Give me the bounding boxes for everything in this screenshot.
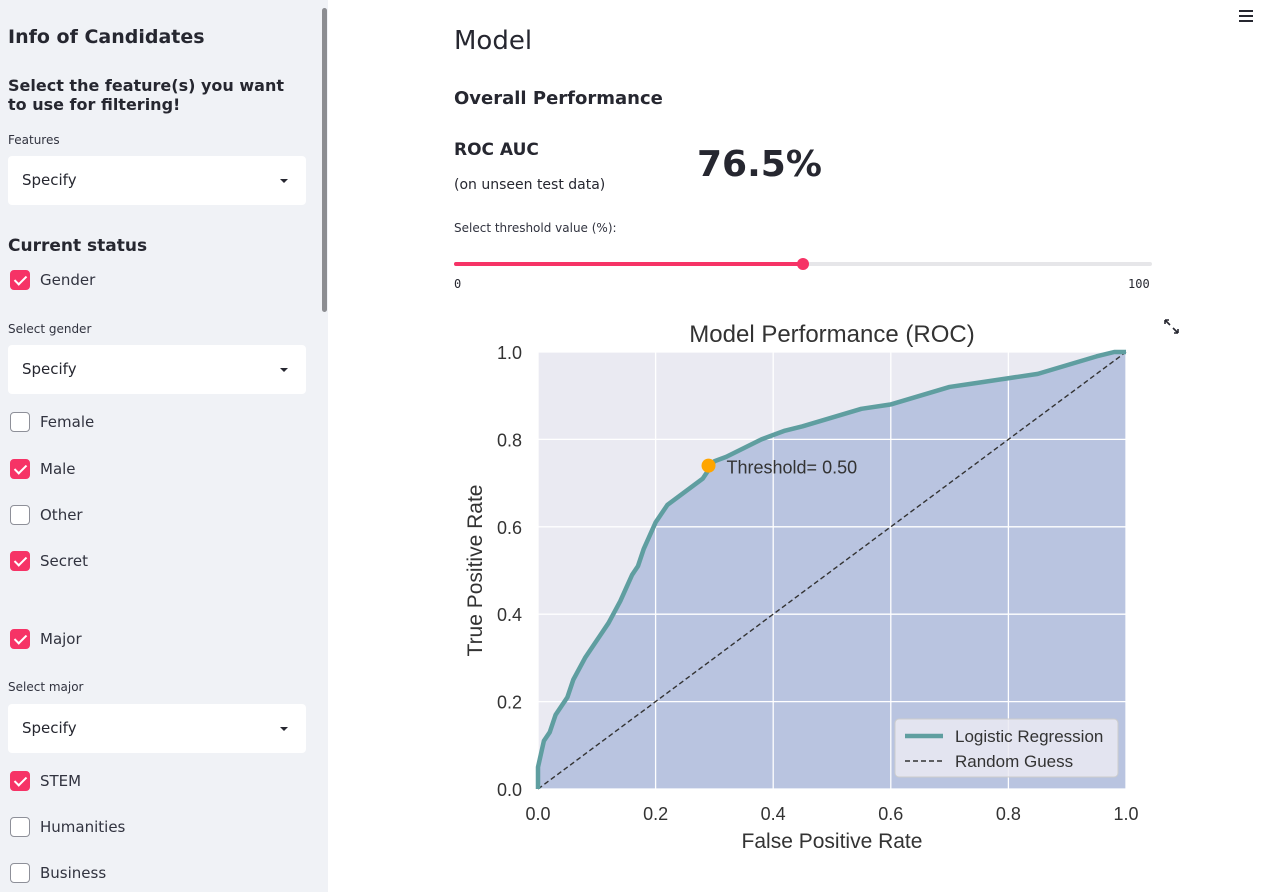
page-title: Model [454,26,533,56]
current-status-heading: Current status [8,236,148,256]
gender-option-secret[interactable]: Secret [10,550,88,572]
major-option-label: STEM [40,772,82,790]
y-tick-label: 0.6 [497,518,522,538]
y-tick-label: 0.0 [497,780,522,800]
select-major-label: Select major [8,680,84,694]
x-tick-label: 0.4 [761,804,786,824]
major-option-label: Business [40,864,107,882]
gender-checkbox-label: Gender [40,271,96,289]
major-option-business[interactable]: Business [10,862,106,884]
major-select-value: Specify [22,719,77,737]
sidebar-scrollbar[interactable] [322,8,327,312]
x-axis-label: False Positive Rate [742,830,923,853]
chevron-down-icon [280,179,288,183]
y-axis-label: True Positive Rate [464,485,487,657]
checkbox-icon[interactable] [10,459,30,479]
features-select[interactable]: Specify [8,156,306,205]
slider-max-label: 100 [1128,277,1150,291]
major-select[interactable]: Specify [8,704,306,753]
slider-label: Select threshold value (%): [454,221,617,235]
threshold-slider[interactable] [454,258,1152,270]
chevron-down-icon [280,727,288,731]
gender-option-label: Secret [40,552,88,570]
metric-label: ROC AUC [454,140,539,160]
gender-select-value: Specify [22,360,77,378]
threshold-label: Threshold= 0.50 [727,458,858,478]
major-option-stem[interactable]: STEM [10,770,81,792]
major-checkbox[interactable]: Major [10,628,82,650]
hamburger-menu-icon[interactable] [1239,10,1253,24]
roc-curve-line [535,349,1126,789]
gender-option-label: Other [40,506,83,524]
legend-label-logistic: Logistic Regression [955,727,1103,746]
roc-chart: Threshold= 0.50 0.0 0.2 0.4 0.6 0.8 1.0 0.0 0.2 0… [454,312,1154,862]
major-option-humanities[interactable]: Humanities [10,816,125,838]
sidebar: Info of Candidates Select the feature(s)… [0,0,328,892]
major-checkbox-label: Major [40,630,82,648]
sidebar-subtitle: Select the feature(s) you want to use fo… [8,76,284,114]
roc-area-fill [538,352,1126,789]
y-tick-label: 0.8 [497,430,522,450]
checkbox-icon[interactable] [10,629,30,649]
checkbox-icon[interactable] [10,412,30,432]
legend-label-random: Random Guess [955,752,1073,771]
x-tick-label: 0.8 [996,804,1021,824]
gender-select[interactable]: Specify [8,345,306,394]
slider-min-label: 0 [454,277,462,291]
expand-icon[interactable] [1163,318,1180,335]
features-label: Features [8,133,60,147]
gender-option-female[interactable]: Female [10,411,94,433]
features-select-value: Specify [22,171,77,189]
sidebar-title: Info of Candidates [8,26,205,48]
gender-option-label: Male [40,460,76,478]
checkbox-icon[interactable] [10,270,30,290]
slider-fill [454,262,803,266]
chevron-down-icon [280,368,288,372]
roc-chart-svg: Threshold= 0.50 0.0 0.2 0.4 0.6 0.8 1.0 0.0 0.2 0… [464,321,1139,853]
checkbox-icon[interactable] [10,771,30,791]
metric-value: 76.5% [697,144,822,185]
section-heading: Overall Performance [454,88,663,109]
checkbox-icon[interactable] [10,863,30,883]
y-tick-label: 0.2 [497,693,522,713]
checkbox-icon[interactable] [10,817,30,837]
x-tick-label: 0.2 [643,804,668,824]
legend-box [894,718,1119,778]
checkbox-icon[interactable] [10,551,30,571]
gender-option-label: Female [40,413,95,431]
x-tick-label: 1.0 [1113,804,1138,824]
x-tick-label: 0.6 [878,804,903,824]
slider-thumb[interactable] [797,258,809,270]
random-guess-line [537,351,1127,790]
select-gender-label: Select gender [8,322,92,336]
threshold-point [701,458,716,473]
checkbox-icon[interactable] [10,505,30,525]
major-option-label: Humanities [40,818,126,836]
gender-option-other[interactable]: Other [10,504,83,526]
x-tick-label: 0.0 [525,804,550,824]
chart-title: Model Performance (ROC) [689,321,974,348]
y-tick-label: 1.0 [497,343,522,363]
metric-note: (on unseen test data) [454,177,606,193]
gender-option-male[interactable]: Male [10,458,76,480]
gender-checkbox[interactable]: Gender [10,269,95,291]
y-tick-label: 0.4 [497,605,522,625]
